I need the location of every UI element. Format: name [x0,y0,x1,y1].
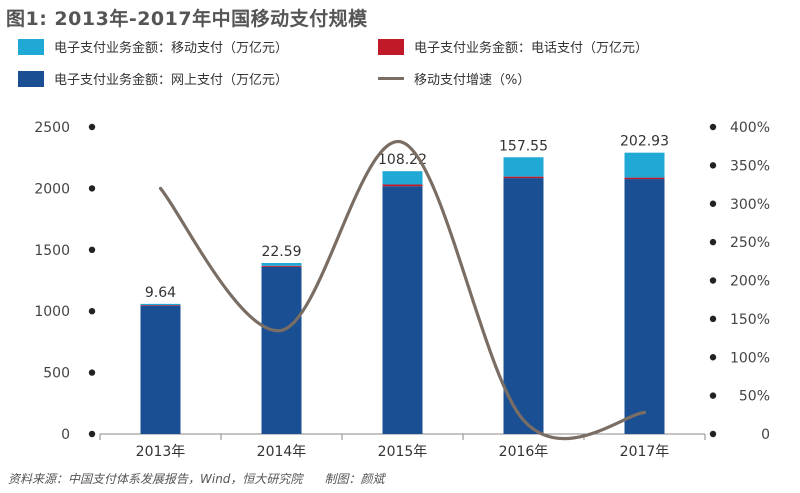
y-left-tick-dot [88,430,96,438]
y-left-tick-label: 2000 [34,181,70,197]
y-right-tick-label: 0 [761,427,770,443]
bar-mobile [140,303,181,306]
legend-label-mobile: 电子支付业务金额：移动支付（万亿元） [54,41,289,56]
y-left-tick-label: 1500 [34,243,70,259]
legend-item-online: 电子支付业务金额：网上支付（万亿元） [18,69,288,88]
bar-mobile [261,262,302,266]
legend-label-phone: 电子支付业务金额：电话支付（万亿元） [414,41,649,56]
bar-value-label: 108.22 [378,152,427,168]
y-right-tick-label: 400% [730,120,770,136]
bar-value-label: 22.59 [261,244,301,260]
y-right-tick-dot [709,392,717,399]
y-left-tick-label: 500 [43,366,70,382]
y-right-tick-dot [709,430,717,438]
y-right-tick-label: 300% [730,197,770,213]
legend-swatch-phone [378,38,404,55]
y-right-tick-label: 50% [739,389,770,405]
legend-swatch-mobile [18,38,44,55]
y-left-tick-dot [88,369,96,376]
bar-mobile [382,171,423,185]
growth-line [158,140,647,441]
bar-online [382,186,423,434]
x-tick-label: 2015年 [378,444,428,460]
bar-online [503,178,544,434]
author-text: 制图：颜斌 [324,472,385,486]
bar-phone [261,265,302,267]
bar-phone [624,177,665,180]
y-left-tick-label: 1000 [34,304,70,320]
y-right-tick-dot [709,277,717,284]
bar-mobile [624,152,665,178]
x-tick-label: 2016年 [499,444,549,460]
y-right-tick-label: 350% [730,158,770,174]
bar-value-label: 202.93 [620,134,669,150]
x-tick-label: 2013年 [136,444,186,460]
y-right-tick-dot [709,315,717,323]
y-left-tick-dot [88,308,96,315]
bar-online [140,305,181,434]
bar-phone [503,176,544,179]
x-tick-label: 2017年 [620,444,670,460]
y-right-tick-dot [709,238,717,246]
y-right-tick-dot [709,200,717,207]
legend-label-online: 电子支付业务金额：网上支付（万亿元） [54,73,289,88]
bar-phone [382,184,423,187]
y-right-tick-label: 150% [730,312,770,328]
legend-item-mobile: 电子支付业务金额：移动支付（万亿元） [18,37,288,56]
y-left-tick-dot [88,123,96,131]
legend-item-phone: 电子支付业务金额：电话支付（万亿元） [378,37,648,56]
y-left-tick-dot [88,246,96,253]
y-left-tick-dot [88,185,96,192]
x-tick-label: 2014年 [257,444,307,460]
y-left-tick-label: 0 [61,427,70,443]
bar-phone [140,305,181,306]
y-left-tick-label: 2500 [34,120,70,136]
y-right-tick-dot [709,354,717,361]
legend-line-growth [378,77,404,80]
legend-item-growth: 移动支付增速（%） [378,69,530,88]
bar-mobile [503,157,544,177]
bar-value-label: 9.64 [145,285,176,301]
legend-label-growth: 移动支付增速（%） [414,73,531,88]
y-right-tick-label: 100% [730,350,770,366]
source-note: 资料来源：中国支付体系发展报告，Wind，恒大研究院 制图：颜斌 [8,470,384,487]
y-right-tick-label: 250% [730,235,770,251]
bar-online [261,266,302,434]
bar-value-label: 157.55 [499,138,548,154]
y-right-tick-label: 200% [730,274,770,290]
legend-swatch-online [18,70,44,87]
bar-online [624,179,665,434]
y-right-tick-dot [709,162,717,169]
y-right-tick-dot [709,123,717,131]
source-text: 资料来源：中国支付体系发展报告，Wind，恒大研究院 [8,472,303,486]
chart-title: 图1: 2013年-2017年中国移动支付规模 [6,8,368,30]
